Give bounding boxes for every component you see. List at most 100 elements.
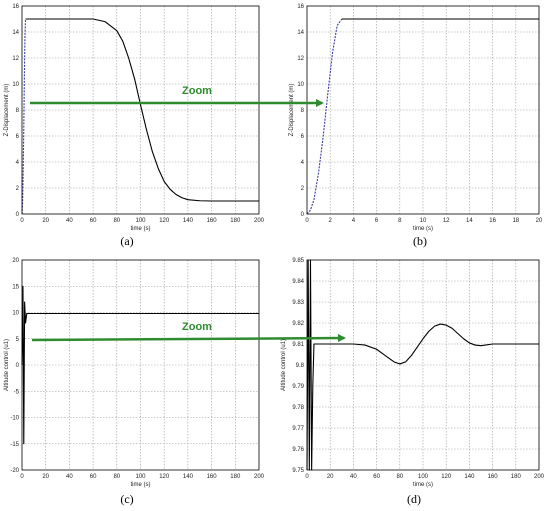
x-tick-label: 0 (20, 474, 24, 480)
y-tick-label: 8 (16, 108, 20, 114)
y-tick-label: -20 (10, 468, 19, 474)
plot-frame (21, 5, 260, 215)
y-tick-label: 9.77 (292, 426, 304, 432)
panel-d-chart: 0 20 40 60 80 100 120 140 160 180 200 9.75 9.76 9.77 9… (281, 258, 545, 488)
x-tick-label: 100 (135, 218, 146, 224)
plot-frame (306, 259, 540, 471)
series-line-solid (21, 285, 259, 445)
x-tick-label: 20 (536, 218, 543, 224)
panel-b-chart: 0 2 4 6 8 10 12 14 16 18 20 0 2 4 6 8 10 12 14 16 time (s) Z-… (289, 4, 543, 232)
x-tick-label: 120 (441, 474, 452, 480)
y-tick-label: 9.75 (292, 468, 304, 474)
plot-frame (21, 259, 260, 471)
x-tick-label: 0 (305, 218, 309, 224)
y-tick-label: 2 (301, 186, 305, 192)
caption-c: (c) (120, 492, 133, 506)
caption-d: (d) (407, 492, 421, 506)
y-tick-label: 9.84 (292, 279, 304, 285)
x-tick-label: 16 (489, 218, 496, 224)
x-tick-label: 120 (159, 474, 170, 480)
x-tick-label: 160 (207, 218, 218, 224)
x-axis-label: time (s) (131, 226, 151, 232)
y-axis-label: Altitude control (u1) (281, 339, 287, 391)
x-tick-label: 80 (113, 474, 120, 480)
y-tick-label: 14 (12, 30, 19, 36)
y-tick-label: 12 (297, 56, 304, 62)
x-tick-label: 0 (305, 474, 309, 480)
x-tick-label: 14 (466, 218, 473, 224)
x-tick-label: 180 (511, 474, 522, 480)
y-tick-label: 0 (301, 212, 305, 218)
y-axis-label: Altitude control (u1) (4, 339, 10, 391)
y-tick-label: 0 (16, 363, 20, 369)
x-tick-label: 20 (327, 474, 334, 480)
x-tick-label: 60 (373, 474, 380, 480)
y-tick-label: 9.79 (292, 384, 304, 390)
zoom-arrow-bottom (31, 334, 346, 343)
y-tick-label: 15 (12, 284, 19, 290)
x-axis-label: time (s) (413, 482, 433, 488)
x-tick-label: 20 (42, 218, 49, 224)
y-tick-label: 9.82 (292, 321, 304, 327)
y-tick-label: 14 (297, 30, 304, 36)
x-axis-label: time (s) (413, 226, 433, 232)
y-tick-label: 5 (16, 337, 20, 343)
x-axis-label: time (s) (131, 482, 151, 488)
y-tick-label: 9.85 (292, 258, 304, 264)
y-tick-label: 9.81 (292, 342, 304, 348)
x-tick-label: 6 (375, 218, 379, 224)
y-tick-label: 9.8 (296, 363, 305, 369)
x-tick-label: 40 (66, 218, 73, 224)
y-tick-label: 6 (301, 134, 305, 140)
series-line-dashed (306, 18, 343, 215)
y-axis-label: Z-Displacement (m) (289, 84, 295, 137)
series-line-solid (306, 259, 539, 471)
y-tick-label: -10 (10, 416, 19, 422)
x-tick-label: 100 (418, 474, 429, 480)
x-tick-label: 180 (230, 474, 241, 480)
x-tick-label: 160 (488, 474, 499, 480)
y-tick-label: 20 (12, 258, 19, 264)
y-tick-label: -5 (14, 389, 20, 395)
y-tick-label: 10 (12, 82, 19, 88)
x-tick-label: 80 (113, 218, 120, 224)
x-tick-label: 120 (159, 218, 170, 224)
zoom-label-top: Zoom (182, 85, 212, 97)
x-tick-label: 60 (90, 474, 97, 480)
x-tick-label: 180 (230, 218, 241, 224)
x-tick-label: 40 (350, 474, 357, 480)
y-tick-label: 2 (16, 186, 20, 192)
y-tick-label: 8 (301, 108, 305, 114)
x-tick-label: 0 (20, 218, 24, 224)
x-tick-label: 2 (329, 218, 333, 224)
x-tick-label: 8 (398, 218, 402, 224)
y-tick-label: 12 (12, 56, 19, 62)
caption-a: (a) (120, 234, 133, 248)
x-tick-label: 160 (207, 474, 218, 480)
y-tick-label: 9.76 (292, 447, 304, 453)
y-axis-label: Z-Displacement (m) (4, 84, 10, 137)
x-tick-label: 18 (512, 218, 519, 224)
panel-c-chart: 0 20 40 60 80 100 120 140 160 180 200 -20 -15 -10 -5 0 5… (4, 258, 265, 488)
x-tick-label: 80 (396, 474, 403, 480)
series-line-solid (25, 18, 259, 202)
y-tick-label: 4 (301, 160, 305, 166)
x-tick-label: 140 (464, 474, 475, 480)
y-tick-label: 16 (297, 4, 304, 10)
y-tick-label: 4 (16, 160, 20, 166)
x-tick-label: 200 (254, 474, 265, 480)
x-tick-label: 200 (254, 218, 265, 224)
panel-a-chart: 0 20 40 60 80 100 120 140 160 180 200 0 2 4 6 8 10 12 14 16… (4, 4, 265, 232)
x-tick-label: 60 (90, 218, 97, 224)
x-tick-label: 12 (443, 218, 450, 224)
y-tick-label: 0 (16, 212, 20, 218)
x-tick-label: 200 (534, 474, 545, 480)
x-tick-label: 4 (352, 218, 356, 224)
plot-frame (306, 5, 540, 215)
zoom-label-bottom: Zoom (182, 321, 212, 333)
x-tick-label: 20 (42, 474, 49, 480)
x-tick-label: 140 (183, 218, 194, 224)
x-tick-label: 140 (183, 474, 194, 480)
y-tick-label: 6 (16, 134, 20, 140)
